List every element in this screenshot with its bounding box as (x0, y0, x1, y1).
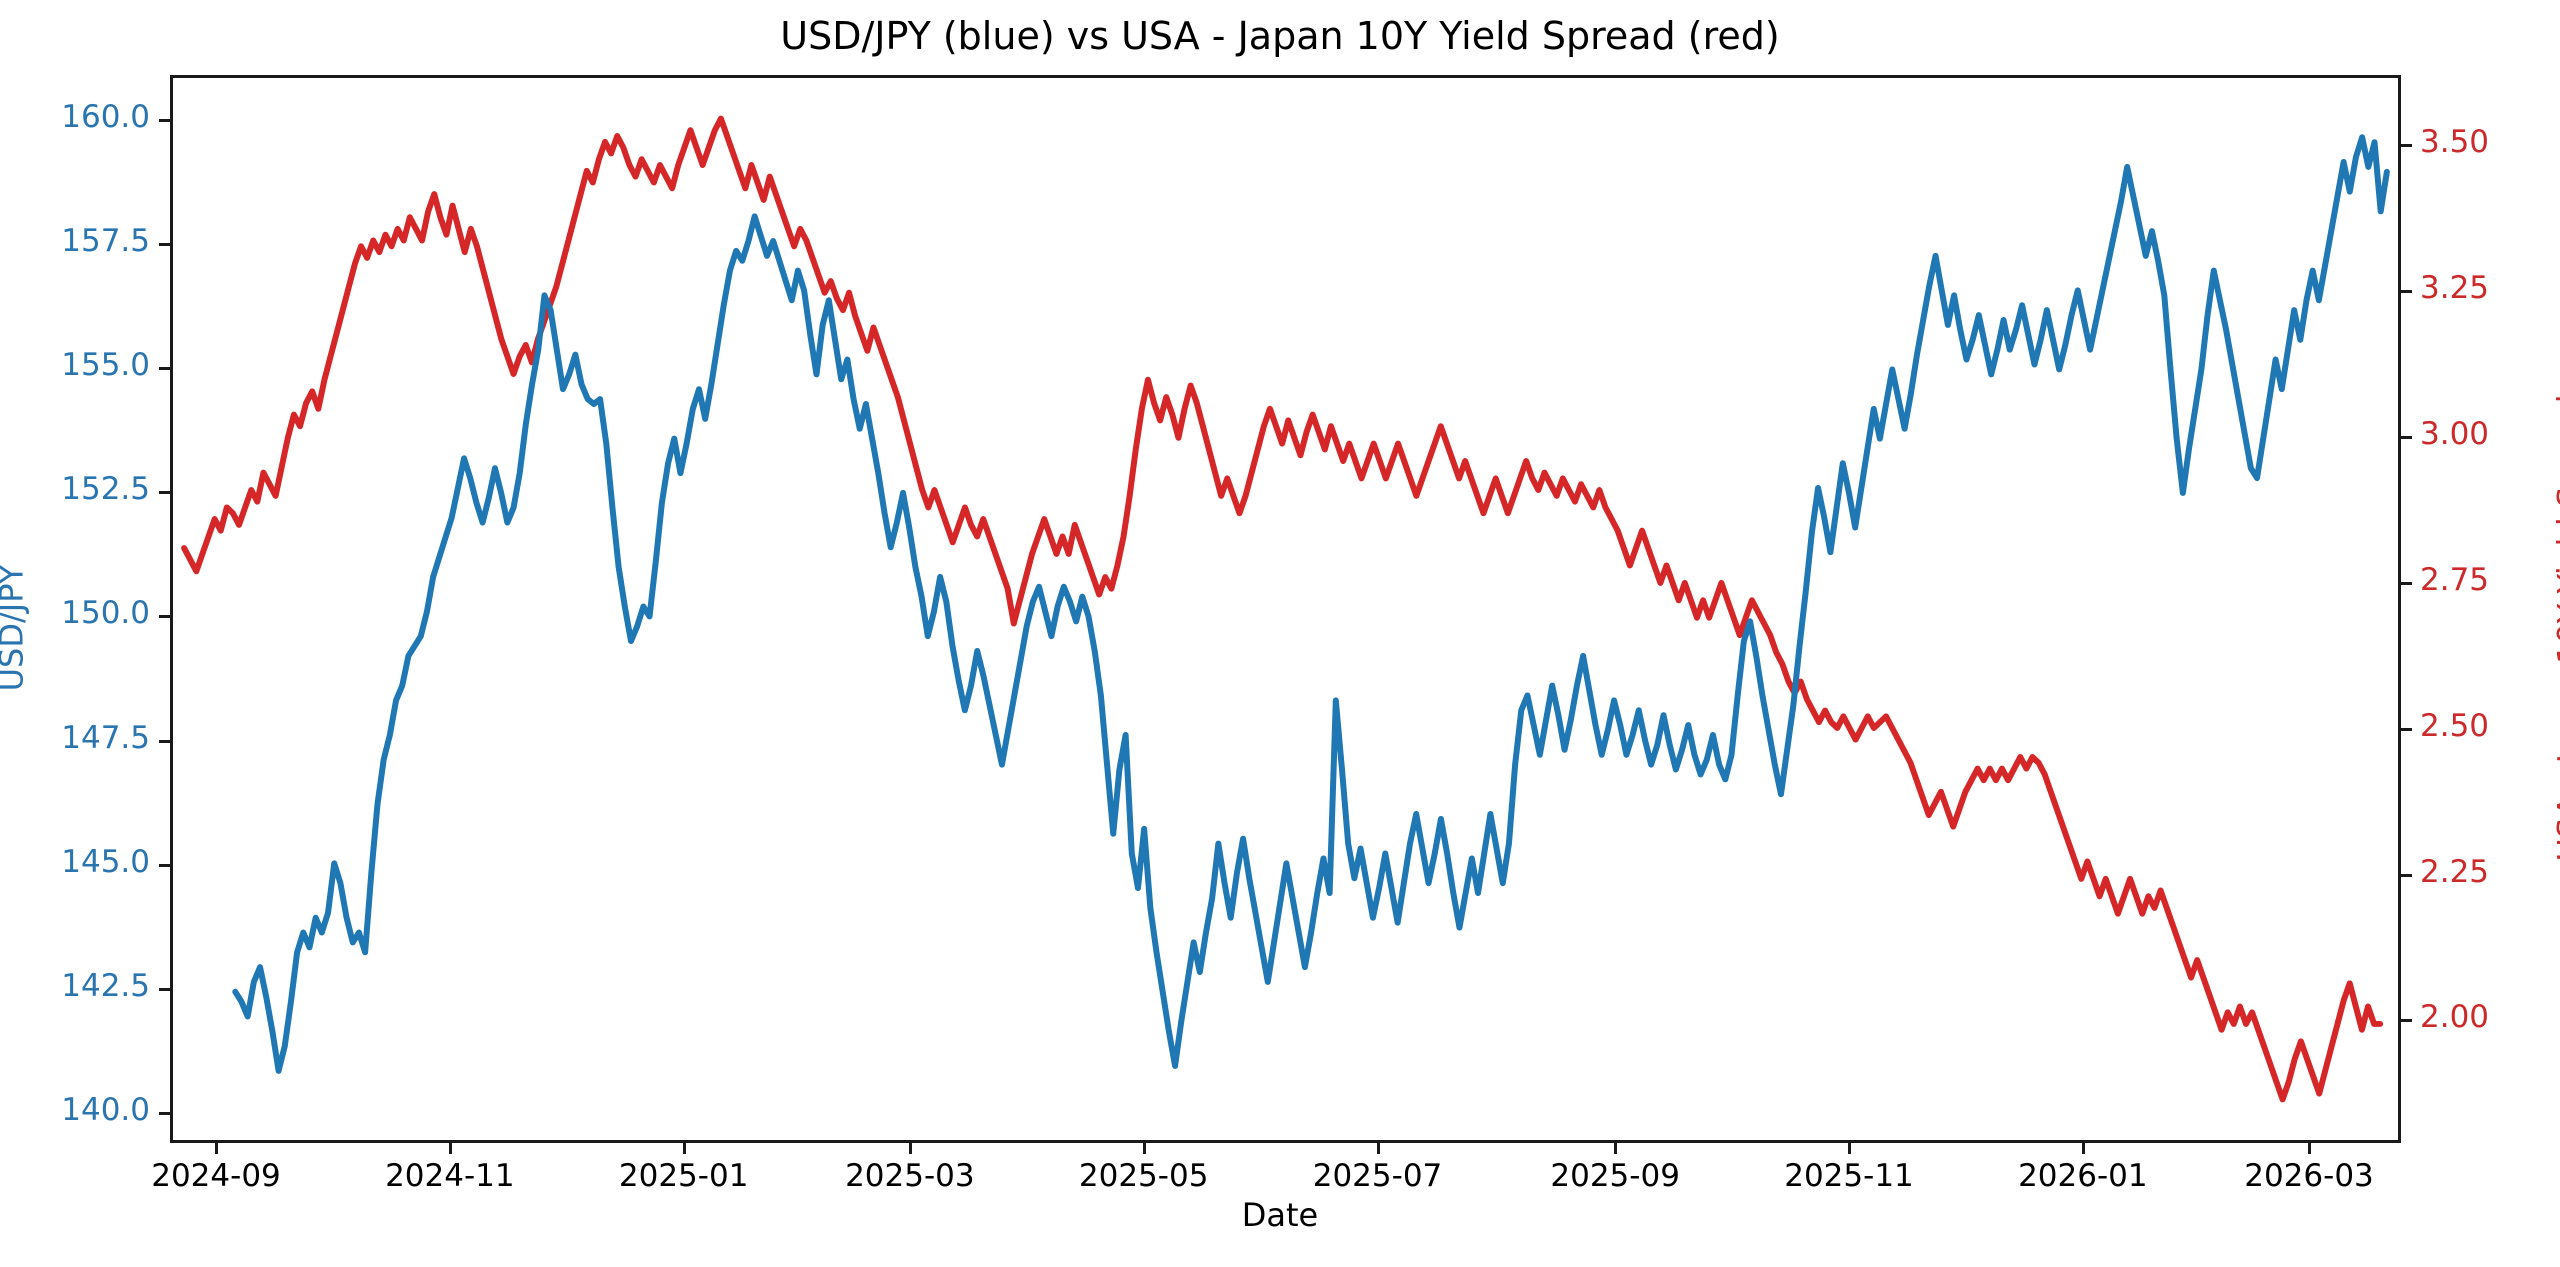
x-axis-tick-label: 2025-05 (1078, 1158, 1209, 1194)
x-axis-tick-label: 2024-09 (151, 1158, 281, 1194)
y-axis-left-tick-label: 147.5 (61, 719, 150, 756)
y-axis-left-label: USD/JPY (0, 564, 31, 692)
line-series-usdjpy (232, 134, 2390, 1074)
x-axis-tick-label: 2025-01 (618, 1158, 749, 1194)
y-axis-right-tick-mark (2401, 873, 2412, 877)
x-axis-tick-mark (215, 1143, 218, 1154)
y-axis-right-tick-mark (2401, 435, 2412, 439)
y-axis-left-tick-mark (159, 739, 170, 743)
y-axis-left-tick-mark (159, 988, 170, 991)
y-axis-left-tick-mark (159, 118, 170, 122)
series-svg (181, 115, 2390, 1103)
y-axis-left-tick-label: 140.0 (61, 1092, 150, 1129)
y-axis-right-tick-mark (2401, 289, 2412, 293)
x-axis-label: Date (1241, 1196, 1319, 1234)
y-axis-left-tick-mark (159, 1112, 170, 1116)
y-axis-left-tick-label: 145.0 (61, 843, 150, 880)
x-axis-tick-label: 2026-03 (2244, 1158, 2374, 1194)
x-axis-tick-mark (682, 1143, 686, 1154)
y-axis-right-tick-label: 3.50 (2420, 124, 2490, 161)
x-axis-tick-mark (1376, 1143, 1380, 1154)
y-axis-left-tick-label: 157.5 (61, 222, 150, 259)
x-axis-tick-mark (1142, 1143, 1146, 1154)
y-axis-left-tick-mark (159, 863, 170, 867)
y-axis-left-tick-mark (159, 242, 170, 246)
x-axis-tick-label: 2025-11 (1784, 1158, 1914, 1194)
y-axis-left-tick-label: 152.5 (61, 471, 150, 508)
y-axis-left-tick-label: 155.0 (61, 347, 150, 384)
x-axis-tick-mark (2308, 1143, 2311, 1154)
y-axis-right-tick-mark (2401, 1019, 2412, 1023)
y-axis-right-label: USA - Japan 10Y Yield Spread (2550, 394, 2560, 862)
x-axis-tick-label: 2025-07 (1312, 1158, 1443, 1194)
y-axis-left-tick-mark (159, 491, 170, 495)
x-axis-tick-label: 2025-03 (845, 1158, 975, 1194)
x-axis-tick-label: 2026-01 (2018, 1158, 2148, 1194)
y-axis-right-tick-label: 2.75 (2420, 561, 2490, 598)
x-axis-tick-mark (1614, 1143, 1618, 1154)
y-axis-left-tick-label: 142.5 (61, 968, 150, 1004)
y-axis-right-tick-label: 2.50 (2420, 707, 2490, 744)
y-axis-left-tick-mark (159, 615, 170, 619)
x-axis-tick-mark (908, 1143, 912, 1154)
x-axis-tick-mark (1848, 1143, 1851, 1154)
y-axis-right-tick-mark (2401, 581, 2412, 585)
x-axis-tick-mark (448, 1143, 452, 1154)
chart-title: USD/JPY (blue) vs USA - Japan 10Y Yield … (780, 14, 1780, 58)
y-axis-right-tick-label: 2.00 (2420, 999, 2490, 1036)
y-axis-right-tick-mark (2401, 144, 2412, 148)
y-axis-right-tick-label: 3.00 (2420, 415, 2490, 452)
x-axis-tick-mark (2081, 1143, 2085, 1154)
y-axis-right-tick-label: 2.25 (2420, 853, 2490, 890)
line-series-spread (181, 115, 2384, 1103)
y-axis-left-tick-mark (159, 367, 170, 371)
y-axis-left-tick-label: 150.0 (61, 595, 150, 632)
y-axis-right-tick-label: 3.25 (2420, 269, 2490, 306)
y-axis-left-tick-label: 160.0 (61, 98, 150, 135)
y-axis-right-tick-mark (2401, 727, 2412, 731)
x-axis-tick-label: 2025-09 (1550, 1158, 1680, 1194)
plot-area (170, 75, 2401, 1143)
x-axis-tick-label: 2024-11 (385, 1158, 515, 1194)
